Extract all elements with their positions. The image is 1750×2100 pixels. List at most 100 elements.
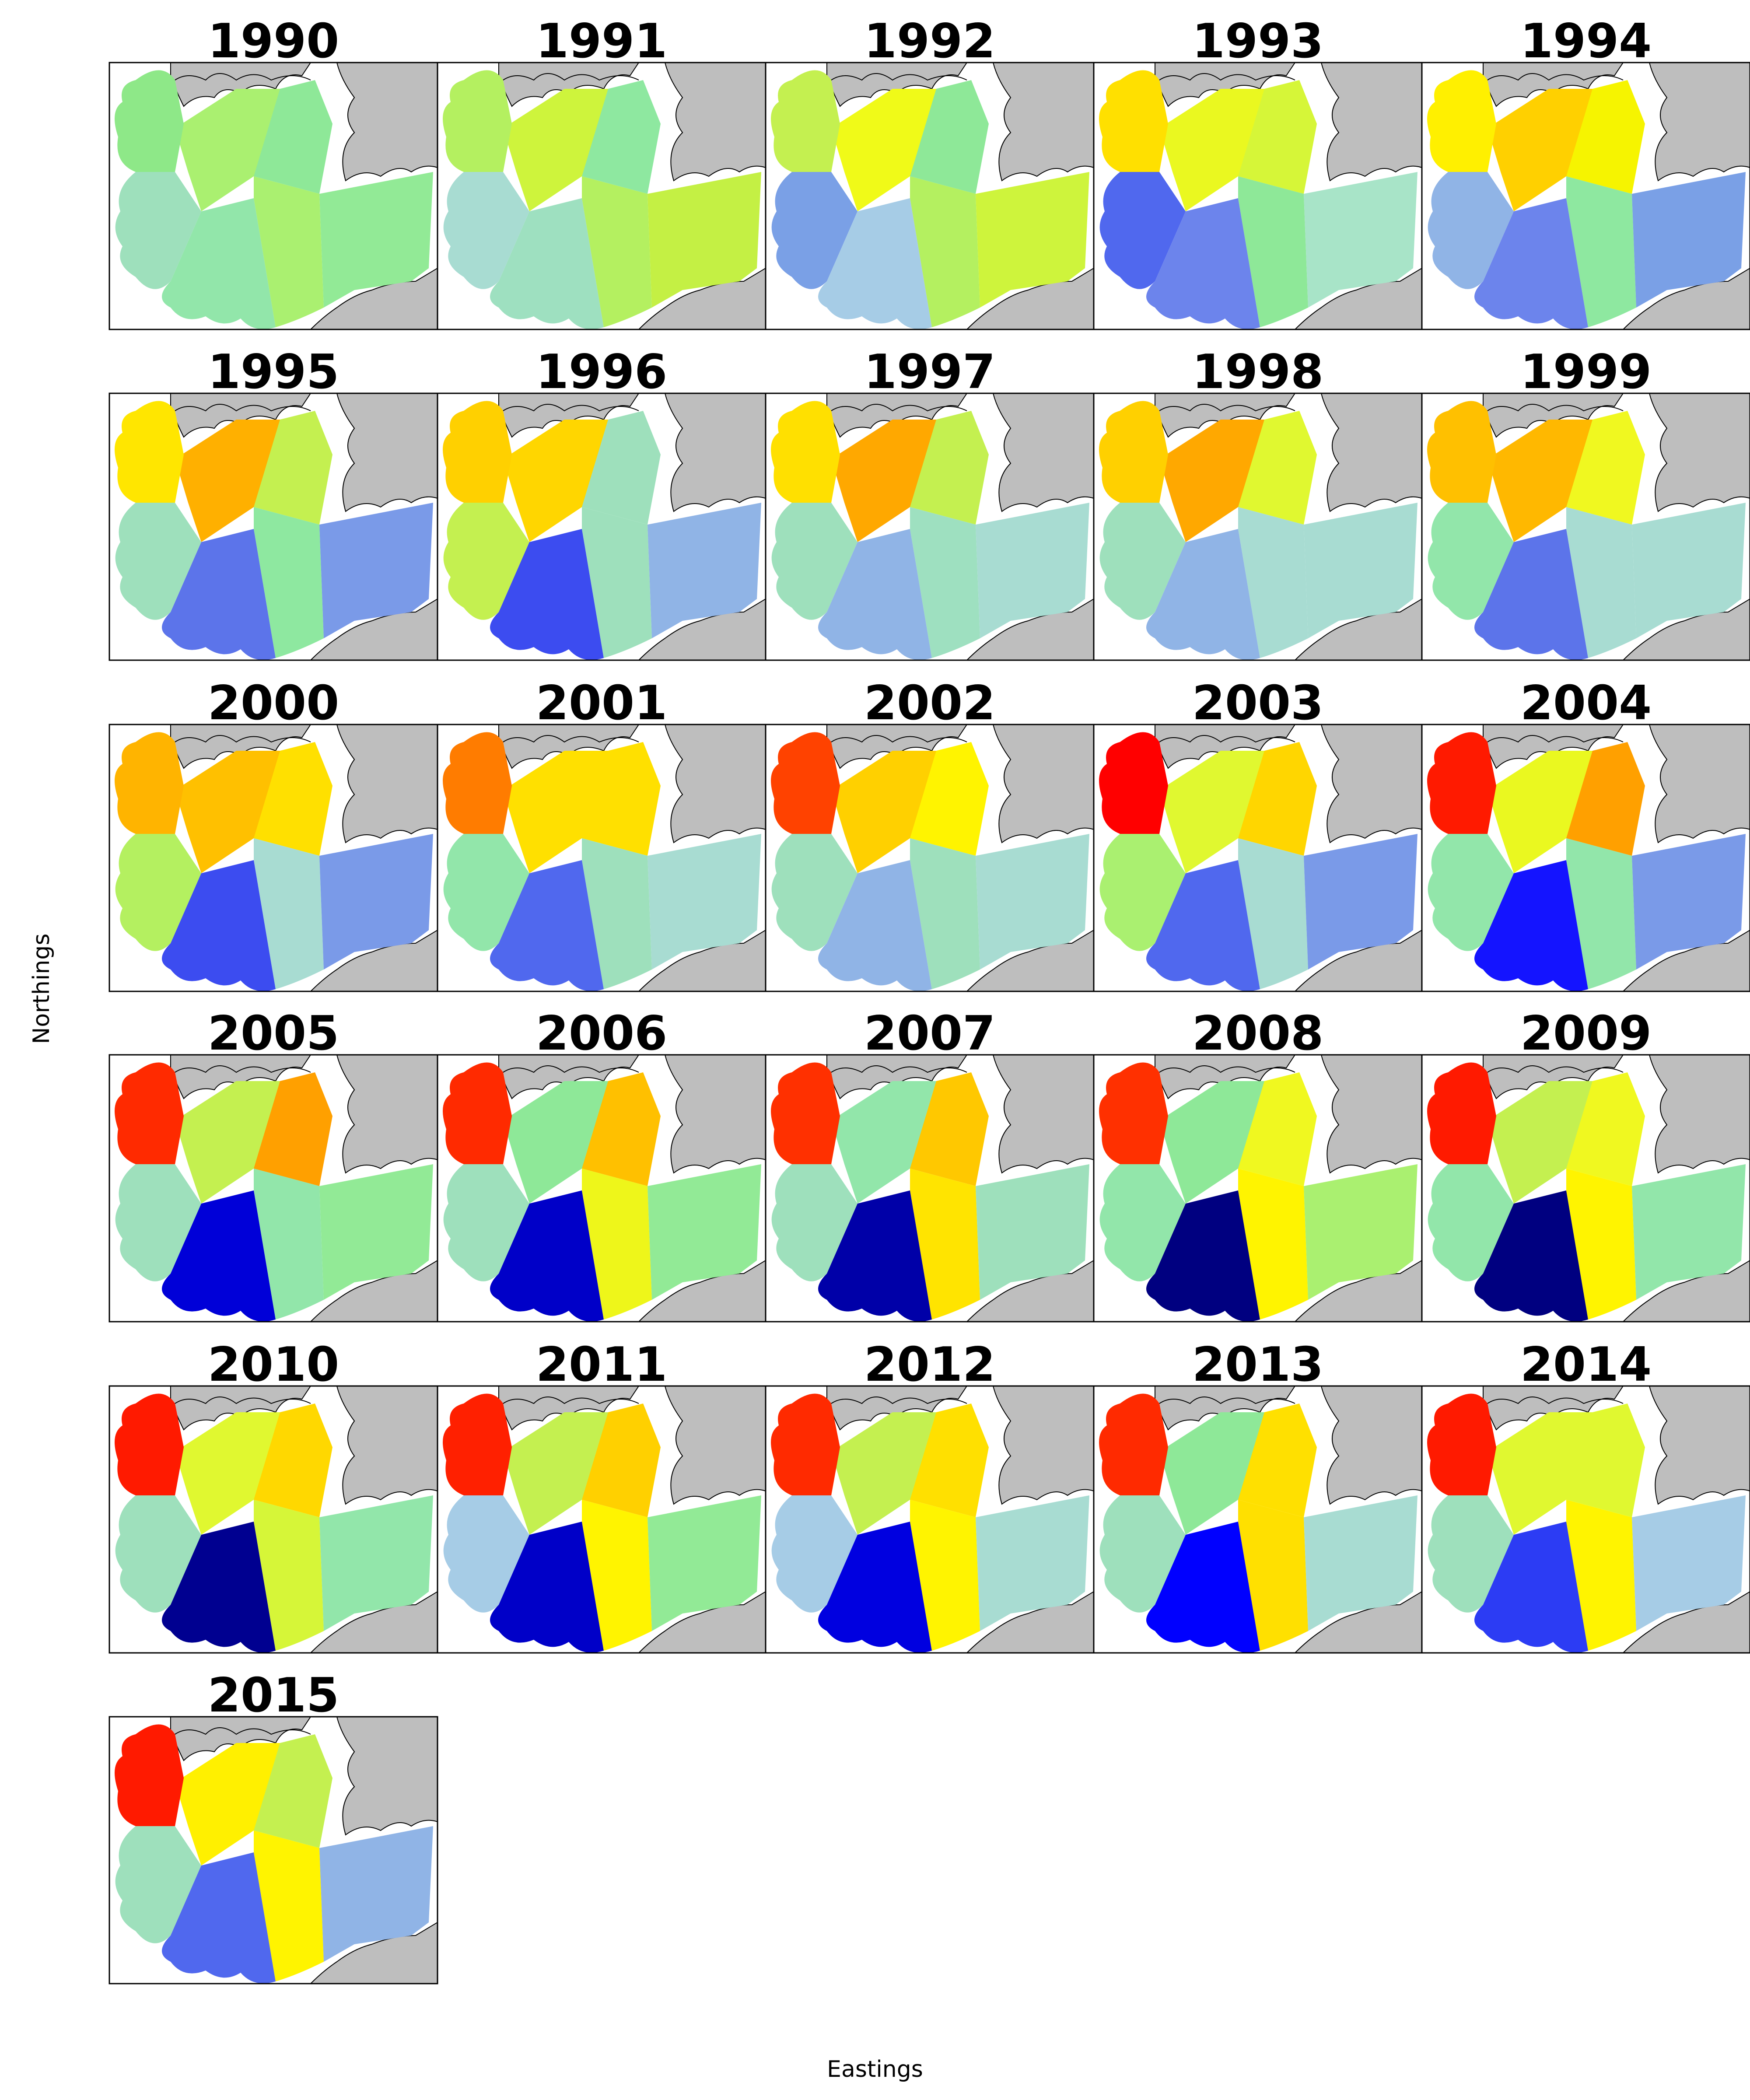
map-panel: 1993 <box>1093 14 1423 330</box>
region-nc <box>503 751 608 873</box>
panel-year-title: 1995 <box>208 345 340 399</box>
land-mass <box>170 1055 312 1099</box>
region-e <box>319 172 433 308</box>
region-e <box>319 503 433 638</box>
region-e <box>1632 1495 1746 1631</box>
region-e <box>648 503 761 638</box>
map-panel: 1999 <box>1421 345 1750 661</box>
region-w <box>1428 834 1514 951</box>
map-panel: 2006 <box>437 1006 766 1323</box>
coastline <box>1487 404 1624 412</box>
panel-frame <box>1421 1385 1750 1654</box>
region-nc <box>175 420 280 542</box>
region-w <box>1428 1495 1514 1613</box>
region-nc <box>175 89 280 211</box>
region-sc <box>490 529 604 660</box>
region-nw <box>771 1393 840 1495</box>
panel-year-title: 2014 <box>1520 1337 1652 1392</box>
map-body <box>1094 393 1422 660</box>
region-nw <box>1427 70 1496 172</box>
region-e <box>1632 834 1746 970</box>
region-sc <box>490 198 604 329</box>
land-mass <box>1320 724 1422 844</box>
land-mass <box>1483 63 1624 107</box>
land-mass <box>826 393 968 438</box>
panel-year-title: 1996 <box>536 345 668 399</box>
land-mass <box>826 1386 968 1431</box>
region-nc <box>503 420 608 542</box>
region-nw <box>1427 401 1496 503</box>
coastline <box>175 1065 311 1073</box>
region-nw <box>443 70 512 172</box>
land-mass <box>336 1717 438 1836</box>
region-w <box>443 172 529 289</box>
region-w <box>1099 1164 1186 1281</box>
region-nw <box>115 1062 184 1164</box>
map-body <box>1094 1055 1422 1322</box>
region-nc <box>1488 420 1592 542</box>
map-body <box>109 1055 438 1322</box>
map-panel: 1994 <box>1421 14 1750 330</box>
coastline <box>175 404 311 412</box>
land-mass <box>664 393 766 512</box>
map-body <box>1094 63 1422 329</box>
region-e <box>319 1495 433 1631</box>
coastline <box>175 1727 311 1735</box>
region-sc <box>818 529 932 660</box>
coastline <box>1487 73 1624 81</box>
region-nw <box>1427 1393 1496 1495</box>
map-panels-grid: 1990 1991 1992 1993 1994 1995 1996 1997 1998 1999… <box>108 14 1750 1984</box>
coastline <box>831 1396 967 1404</box>
region-c <box>1566 838 1636 989</box>
region-w <box>115 1495 201 1613</box>
region-nw <box>115 1393 184 1495</box>
region-nc <box>831 1412 936 1535</box>
map-body <box>109 724 438 991</box>
region-e <box>976 834 1089 970</box>
region-sc <box>1146 198 1260 329</box>
panel-year-title: 2007 <box>864 1006 996 1061</box>
region-nc <box>831 89 936 211</box>
coastline <box>1159 404 1295 412</box>
map-panel: 2004 <box>1421 676 1750 992</box>
region-sc <box>490 860 604 991</box>
region-e <box>1304 1495 1418 1631</box>
region-e <box>1304 834 1418 970</box>
region-nw <box>771 732 840 834</box>
region-w <box>1428 1164 1514 1281</box>
region-nw <box>443 1062 512 1164</box>
region-c <box>1566 507 1636 658</box>
region-c <box>254 1169 324 1320</box>
panel-year-title: 2011 <box>536 1337 668 1392</box>
map-body <box>438 1055 766 1322</box>
panel-year-title: 2000 <box>208 676 340 731</box>
land-mass <box>1483 1386 1624 1431</box>
map-body <box>1422 393 1750 660</box>
land-mass <box>170 393 312 438</box>
panel-year-title: 1993 <box>1192 14 1324 69</box>
map-body <box>766 1055 1094 1322</box>
region-c <box>254 1500 324 1651</box>
coastline <box>503 1396 639 1404</box>
land-mass <box>826 724 968 769</box>
panel-year-title: 2004 <box>1520 676 1652 731</box>
map-panel: 1995 <box>108 345 438 661</box>
region-w <box>1428 172 1514 289</box>
region-nw <box>771 1062 840 1164</box>
coastline <box>503 73 639 81</box>
panel-year-title: 2013 <box>1192 1337 1324 1392</box>
land-mass <box>170 1386 312 1431</box>
region-e <box>648 834 761 970</box>
land-mass <box>1320 1055 1422 1174</box>
region-nw <box>1427 732 1496 834</box>
map-body <box>109 63 438 329</box>
region-nw <box>443 401 512 503</box>
land-mass <box>992 1055 1094 1174</box>
region-nc <box>1159 89 1264 211</box>
panel-year-title: 2005 <box>208 1006 340 1061</box>
land-mass <box>826 63 968 107</box>
coastline <box>175 1396 311 1404</box>
map-body <box>1422 724 1750 991</box>
map-body <box>438 724 766 991</box>
